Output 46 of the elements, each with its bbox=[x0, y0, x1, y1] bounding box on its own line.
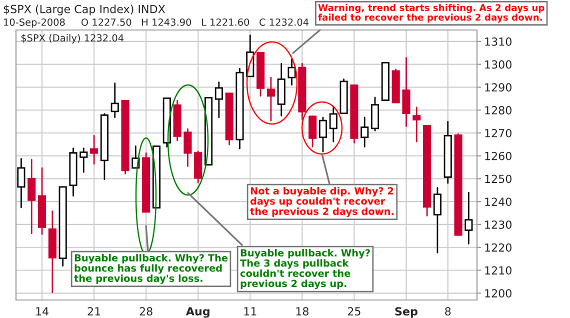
y-tick-label: 1200 bbox=[485, 289, 512, 298]
y-tick-label: 1310 bbox=[485, 37, 512, 46]
x-tick-label: 11 bbox=[244, 307, 256, 316]
x-tick-label: 8 bbox=[445, 307, 451, 316]
x-tick-label: 14 bbox=[36, 307, 48, 316]
candlestick bbox=[266, 76, 275, 122]
x-tick-label: 28 bbox=[140, 307, 152, 316]
x-tick-label: 21 bbox=[88, 307, 100, 316]
annotation: Not a buyable dip. Why? 2 days up couldn't recover the previous 2 days down. bbox=[250, 187, 394, 217]
y-tick-label: 1250 bbox=[485, 174, 512, 184]
y-tick-label: 1230 bbox=[485, 220, 512, 229]
candlestick bbox=[17, 158, 26, 208]
y-tick-label: 1300 bbox=[485, 60, 512, 69]
candlestick bbox=[402, 56, 410, 128]
x-tick-label: Aug bbox=[186, 307, 210, 318]
annotation: Buyable pullback. Why? The bounce has fully recovered the previous day's loss. bbox=[74, 254, 228, 284]
chart-subtitle: 10-Sep-2008 O 1227.50 H 1243.90 L 1221.60 C 1232.04 bbox=[4, 18, 309, 28]
candlestick bbox=[308, 116, 317, 148]
candlestick bbox=[433, 187, 442, 254]
y-tick-label: 1280 bbox=[485, 106, 512, 114]
candlestick bbox=[360, 116, 369, 148]
candlestick bbox=[329, 106, 338, 142]
y-tick-label: 1240 bbox=[485, 198, 512, 206]
text: Warning, trend starts shifting. As 2 days up failed to recover the previous 2 days down. bbox=[318, 4, 544, 23]
candlestick bbox=[464, 192, 473, 244]
candlestick bbox=[184, 128, 192, 167]
y-tick-label: 1290 bbox=[485, 83, 512, 92]
annotation: $SPX (Daily) 1232.04 bbox=[21, 34, 124, 44]
y-tick-label: 1270 bbox=[485, 128, 512, 138]
candlestick bbox=[412, 106, 421, 142]
candlestick bbox=[370, 96, 380, 132]
candlestick bbox=[318, 116, 328, 152]
x-tick-label: 25 bbox=[348, 307, 360, 316]
y-tick-label: 1220 bbox=[485, 243, 512, 252]
annotation: Buyable pullback. Why? The 3 days pullback couldn't recover the previous 2 days up. bbox=[240, 249, 370, 290]
candlestick bbox=[90, 135, 98, 165]
candlestick bbox=[28, 159, 36, 234]
chart-title: $SPX (Large Cap Index) INDX bbox=[4, 4, 166, 16]
candlestick bbox=[214, 81, 223, 118]
y-tick-label: 1260 bbox=[485, 152, 512, 160]
y-tick-label: 1210 bbox=[485, 266, 512, 275]
candlestick bbox=[288, 58, 296, 86]
x-tick-label: Sep bbox=[395, 307, 418, 318]
candlestick bbox=[110, 82, 119, 118]
x-tick-label: 18 bbox=[296, 307, 308, 316]
candlestick bbox=[80, 148, 88, 173]
